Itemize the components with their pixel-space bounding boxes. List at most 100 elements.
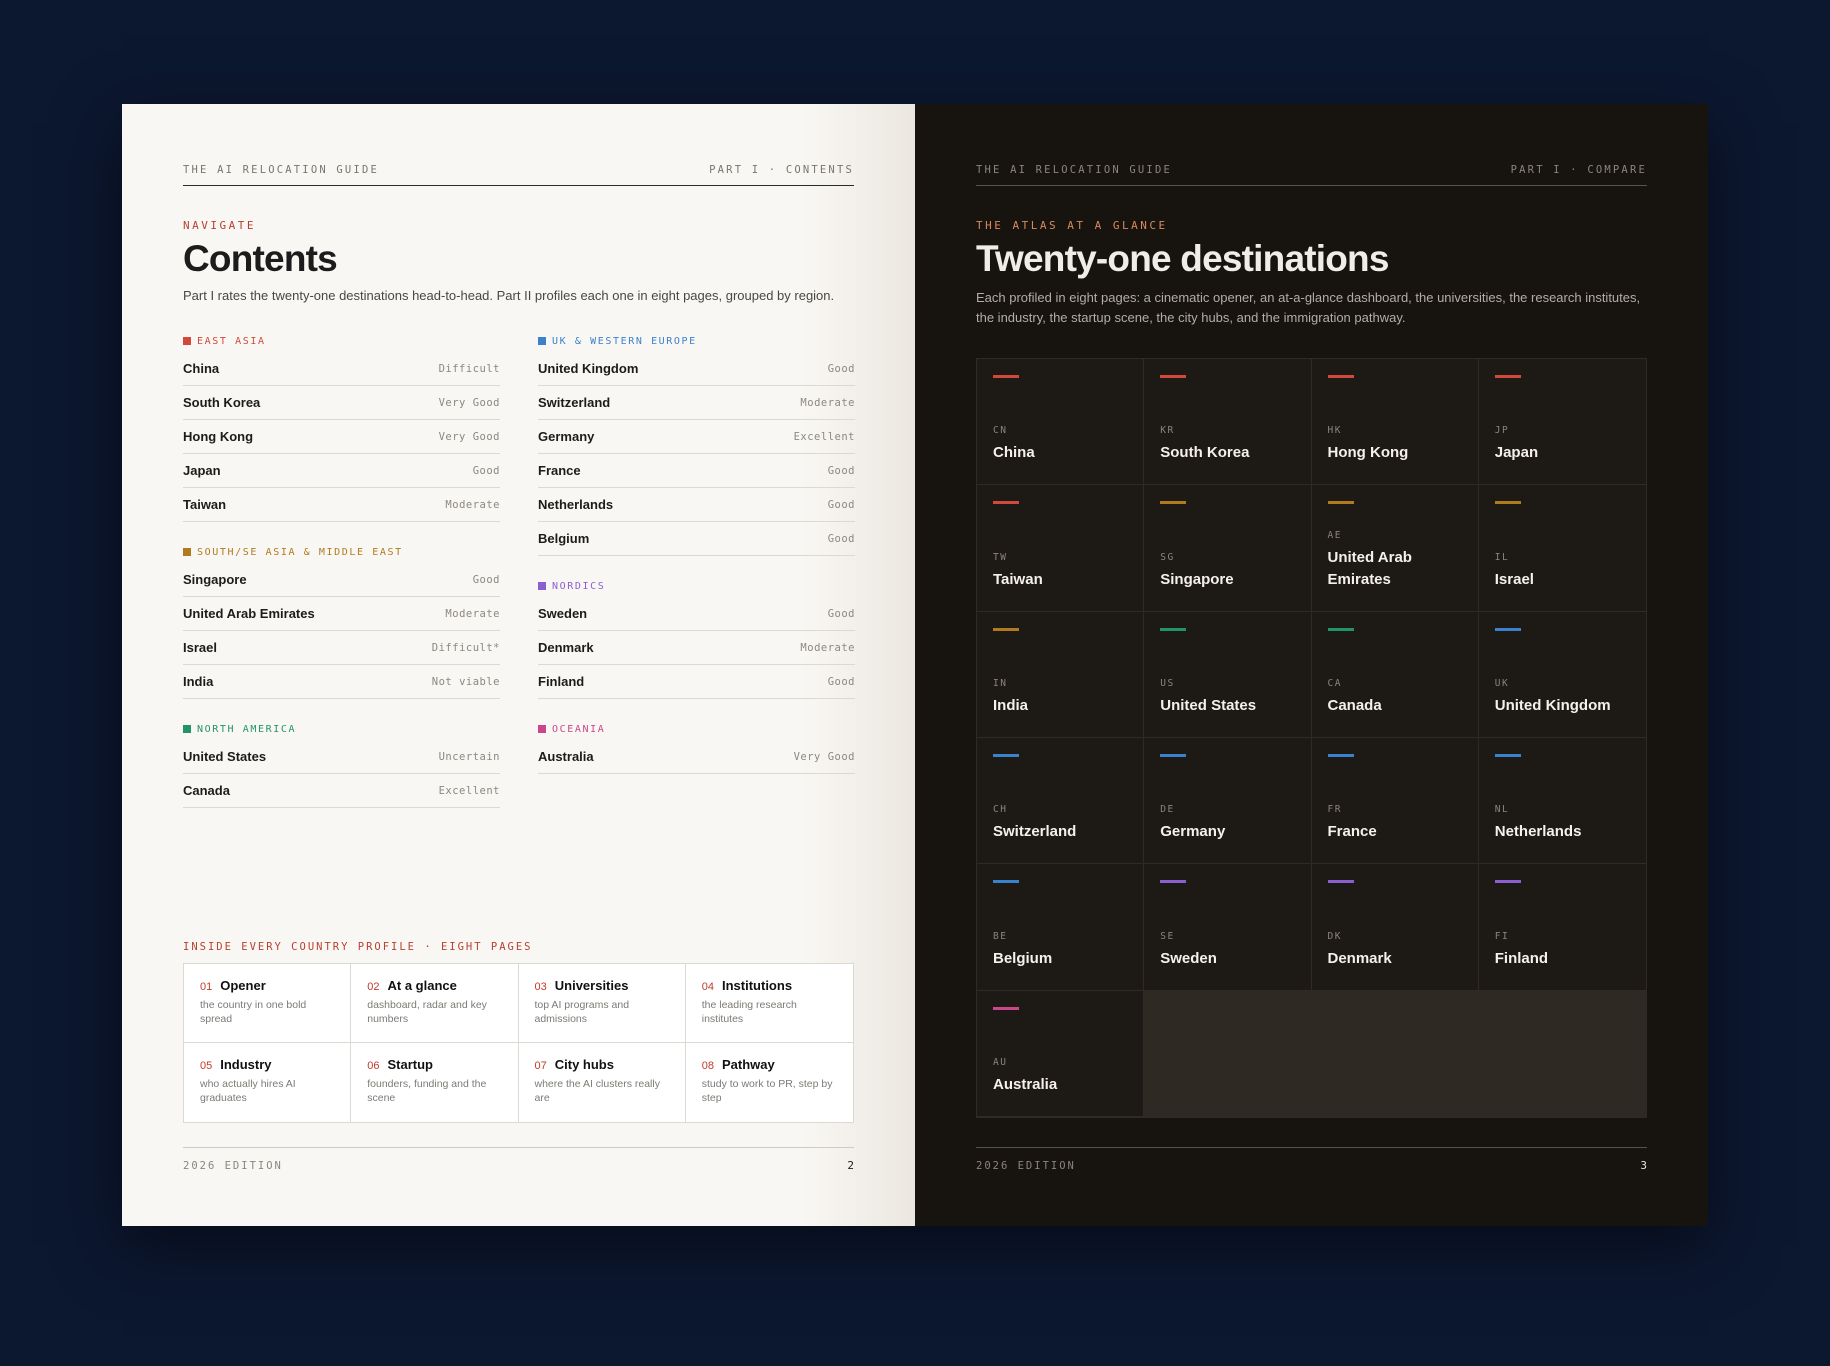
destination-tile[interactable]: FR France bbox=[1311, 738, 1479, 865]
destination-tile[interactable]: SG Singapore bbox=[1144, 485, 1312, 612]
destination-label: IL Israel bbox=[1495, 552, 1636, 591]
country-rating: Good bbox=[827, 464, 855, 477]
country-code: CH bbox=[993, 804, 1008, 816]
region-color-bar bbox=[1327, 880, 1354, 884]
country-code: SG bbox=[1160, 551, 1175, 563]
country-code: CA bbox=[1327, 678, 1342, 689]
region-color-bar bbox=[993, 880, 1019, 884]
profile-page-cell: 01 Opener the country in one bold spread bbox=[184, 964, 352, 1043]
region-color-bar bbox=[1327, 501, 1354, 505]
contents-row[interactable]: India Not viable bbox=[183, 665, 500, 699]
country-name: Japan bbox=[183, 463, 221, 478]
destination-tile[interactable]: AU Australia bbox=[977, 990, 1145, 1117]
contents-row[interactable]: South Korea Very Good bbox=[183, 386, 500, 420]
destination-tile[interactable]: NL Netherlands bbox=[1478, 738, 1646, 865]
destination-tile[interactable]: DE Germany bbox=[1144, 738, 1312, 865]
region-color-bar bbox=[1327, 754, 1354, 757]
profile-page-heading: 04 Institutions bbox=[702, 978, 837, 993]
country-rating: Uncertain bbox=[438, 750, 500, 763]
header-part: PART I · CONTENTS bbox=[709, 164, 854, 176]
destination-tile[interactable]: FI Finland bbox=[1478, 864, 1646, 991]
compare-page: THE AI RELOCATION GUIDE PART I · COMPARE… bbox=[915, 104, 1708, 1226]
contents-row[interactable]: France Good bbox=[538, 454, 855, 488]
destination-tile[interactable]: AE United Arab Emirates bbox=[1311, 485, 1479, 612]
country-rating: Very Good bbox=[438, 396, 500, 409]
contents-row[interactable]: Sweden Good bbox=[538, 597, 855, 631]
profile-page-heading: 01 Opener bbox=[200, 978, 334, 993]
destination-tile[interactable]: KR South Korea bbox=[1144, 359, 1312, 486]
destination-tile[interactable]: JP Japan bbox=[1478, 359, 1646, 486]
country-rating: Good bbox=[827, 498, 855, 511]
profile-page-name: Industry bbox=[220, 1057, 272, 1072]
profile-page-number: 08 bbox=[701, 1060, 714, 1072]
running-header: THE AI RELOCATION GUIDE PART I · COMPARE bbox=[976, 164, 1647, 186]
destination-tile[interactable]: US United States bbox=[1144, 611, 1312, 738]
country-rating: Very Good bbox=[438, 430, 500, 443]
destination-tile[interactable]: UK United Kingdom bbox=[1478, 611, 1646, 738]
page-title: Contents bbox=[183, 238, 338, 279]
profile-page-cell: 02 At a glance dashboard, radar and key nu… bbox=[351, 964, 519, 1043]
profile-page-description: the leading research institutes bbox=[701, 999, 797, 1025]
contents-row[interactable]: United Arab Emirates Moderate bbox=[183, 597, 500, 631]
destination-tile[interactable]: CH Switzerland bbox=[977, 738, 1145, 865]
footer-edition: 2026 EDITION bbox=[976, 1159, 1076, 1172]
profile-page-number: 02 bbox=[367, 981, 380, 993]
contents-row[interactable]: Switzerland Moderate bbox=[538, 386, 855, 420]
destination-tile[interactable]: BE Belgium bbox=[977, 864, 1145, 991]
country-name: Hong Kong bbox=[1327, 444, 1409, 462]
country-code: US bbox=[1160, 678, 1175, 689]
contents-row[interactable]: Singapore Good bbox=[183, 563, 500, 597]
profile-page-description: who actually hires AI graduates bbox=[200, 1078, 296, 1104]
destination-tile[interactable]: HK Hong Kong bbox=[1311, 359, 1479, 486]
country-name: Switzerland bbox=[538, 395, 611, 410]
contents-row[interactable]: Israel Difficult* bbox=[183, 631, 500, 665]
country-name: France bbox=[538, 463, 581, 478]
contents-row[interactable]: Denmark Moderate bbox=[538, 631, 855, 665]
country-code: FI bbox=[1494, 930, 1510, 942]
region-color-bar bbox=[993, 754, 1019, 757]
section-kicker: THE ATLAS AT A GLANCE bbox=[976, 219, 1168, 232]
contents-row[interactable]: Germany Excellent bbox=[538, 420, 855, 454]
country-name: Germany bbox=[1160, 823, 1226, 841]
country-name: Israel bbox=[183, 640, 217, 655]
contents-row[interactable]: Netherlands Good bbox=[538, 488, 855, 522]
contents-row[interactable]: Finland Good bbox=[538, 665, 855, 699]
country-name: Belgium bbox=[993, 949, 1053, 967]
page-footer: 2026 EDITION 3 bbox=[976, 1147, 1647, 1172]
profile-page-number: 07 bbox=[534, 1060, 547, 1072]
profile-page-cell: 04 Institutions the leading research insti… bbox=[685, 964, 853, 1043]
contents-row[interactable]: Hong Kong Very Good bbox=[183, 420, 500, 454]
region-name: SOUTH/SE ASIA & MIDDLE EAST bbox=[197, 546, 403, 558]
destination-tile[interactable]: DK Denmark bbox=[1311, 864, 1479, 991]
country-rating: Good bbox=[827, 675, 855, 688]
region-color-bar bbox=[1160, 375, 1187, 378]
profile-page-description: dashboard, radar and key numbers bbox=[367, 999, 487, 1025]
destination-tile[interactable]: CN China bbox=[977, 359, 1145, 486]
profile-page-number: 01 bbox=[200, 981, 213, 993]
country-code: AE bbox=[1327, 529, 1342, 541]
destination-tile[interactable]: IL Israel bbox=[1478, 485, 1646, 612]
destinations-grid: CN China KR South Korea HK Hong Kong JP Japan TW… bbox=[976, 358, 1647, 1118]
country-name: Finland bbox=[1494, 949, 1549, 967]
region-heading: SOUTH/SE ASIA & MIDDLE EAST bbox=[183, 543, 500, 561]
country-name: Canada bbox=[1327, 697, 1382, 714]
profile-page-cell: 07 City hubs where the AI clusters really … bbox=[519, 1043, 686, 1122]
country-rating: Moderate bbox=[445, 607, 500, 620]
destination-tile[interactable]: TW Taiwan bbox=[977, 485, 1145, 612]
contents-row[interactable]: United States Uncertain bbox=[183, 740, 500, 774]
destination-tile[interactable]: SE Sweden bbox=[1144, 864, 1312, 991]
country-name: Australia bbox=[993, 1076, 1058, 1093]
destination-tile[interactable]: IN India bbox=[977, 611, 1145, 738]
contents-row[interactable]: Australia Very Good bbox=[538, 740, 855, 774]
country-rating: Very Good bbox=[793, 750, 855, 763]
destination-label: KR South Korea bbox=[1160, 425, 1300, 464]
contents-row[interactable]: Taiwan Moderate bbox=[183, 488, 500, 522]
country-name: India bbox=[993, 697, 1029, 714]
contents-row[interactable]: Belgium Good bbox=[538, 522, 855, 556]
country-rating: Good bbox=[827, 607, 855, 620]
destination-tile[interactable]: CA Canada bbox=[1311, 611, 1479, 738]
contents-row[interactable]: United Kingdom Good bbox=[538, 352, 855, 386]
contents-row[interactable]: Canada Excellent bbox=[183, 774, 500, 808]
contents-row[interactable]: China Difficult bbox=[183, 352, 500, 386]
contents-row[interactable]: Japan Good bbox=[183, 454, 500, 488]
